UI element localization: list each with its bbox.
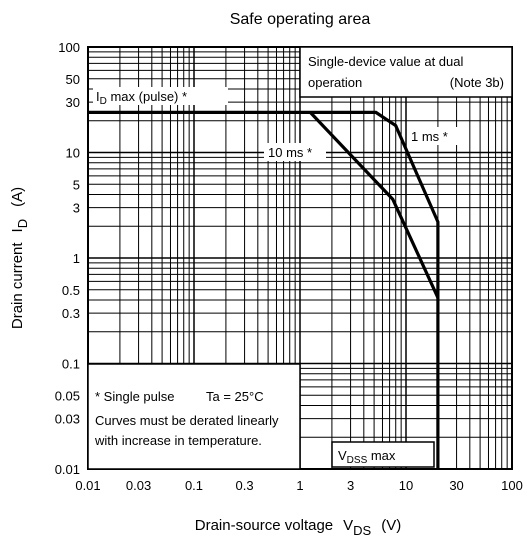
- y-tick-label: 0.5: [62, 283, 80, 298]
- x-tick-label: 1: [296, 478, 303, 493]
- y-tick-label: 50: [66, 72, 80, 87]
- y-axis-label: Drain current ID (A): [9, 187, 30, 329]
- y-tick-label: 0.01: [55, 462, 80, 477]
- y-tick-label: 30: [66, 95, 80, 110]
- note-line-2a: operation: [308, 75, 362, 90]
- info-line-1a: * Single pulse: [95, 389, 175, 404]
- series-line-1: [309, 111, 440, 299]
- vdss-prefix: V: [338, 448, 347, 463]
- note-line-2b: (Note 3b): [450, 75, 504, 90]
- series-label-10ms: 10 ms *: [268, 145, 312, 160]
- series-label-1ms: 1 ms *: [411, 129, 448, 144]
- info-line-2: Curves must be derated linearly: [95, 413, 279, 428]
- x-tick-label: 100: [501, 478, 523, 493]
- info-box: * Single pulse Ta = 25°C Curves must be …: [87, 363, 301, 470]
- x-tick-label: 0.03: [126, 478, 151, 493]
- x-tick-label: 0.1: [185, 478, 203, 493]
- y-tick-label: 1: [73, 251, 80, 266]
- y-tick-labels: 0.01 0.03 0.05 0.1 0.3 0.5 1 3 5 10 30 50 100: [55, 40, 80, 477]
- vdss-text: max: [367, 448, 396, 463]
- x-axis-unit: (V): [381, 517, 401, 534]
- series-line-0: [88, 110, 440, 469]
- id-max-prefix: I: [96, 89, 100, 104]
- label-10ms: 10 ms *: [264, 143, 326, 161]
- id-max-sub: D: [100, 96, 107, 107]
- note-line-1: Single-device value at dual: [308, 54, 463, 69]
- y-tick-label: 0.1: [62, 357, 80, 372]
- x-axis-sub: DS: [353, 523, 371, 538]
- id-max-label: ID max (pulse) *: [93, 87, 228, 107]
- x-axis-symbol: V: [343, 517, 353, 534]
- y-axis-unit: (A): [9, 187, 26, 207]
- y-tick-label: 10: [66, 146, 80, 161]
- x-axis-label: Drain-source voltage VDS (V): [195, 517, 401, 538]
- y-tick-label: 0.03: [55, 412, 80, 427]
- x-tick-label: 10: [399, 478, 413, 493]
- y-tick-label: 5: [73, 177, 80, 192]
- vdss-max-label: VDSS max: [331, 441, 435, 468]
- y-axis-symbol: I: [9, 228, 26, 232]
- info-line-3: with increase in temperature.: [94, 433, 262, 448]
- y-tick-label: 0.3: [62, 306, 80, 321]
- svg-text:VDSS max: VDSS max: [338, 448, 396, 466]
- soa-curves: [88, 110, 440, 469]
- svg-text:ID max (pulse) *: ID max (pulse) *: [96, 89, 187, 107]
- y-tick-label: 100: [58, 40, 80, 55]
- note-box: Single-device value at dual operation (N…: [299, 46, 513, 98]
- y-axis-sub: D: [15, 219, 30, 228]
- id-max-text: max (pulse) *: [107, 89, 187, 104]
- chart-title: Safe operating area: [230, 11, 371, 28]
- x-axis-text: Drain-source voltage: [195, 517, 333, 534]
- label-1ms: 1 ms *: [408, 127, 460, 145]
- vdss-sub: DSS: [347, 455, 368, 466]
- x-tick-label: 0.01: [75, 478, 100, 493]
- y-tick-label: 0.05: [55, 388, 80, 403]
- info-line-1b: Ta = 25°C: [206, 389, 264, 404]
- y-axis-text: Drain current: [9, 242, 26, 330]
- x-tick-label: 0.3: [236, 478, 254, 493]
- y-tick-label: 3: [73, 201, 80, 216]
- x-tick-label: 30: [449, 478, 463, 493]
- x-tick-label: 3: [347, 478, 354, 493]
- x-tick-labels: 0.01 0.03 0.1 0.3 1 3 10 30 100: [75, 478, 523, 493]
